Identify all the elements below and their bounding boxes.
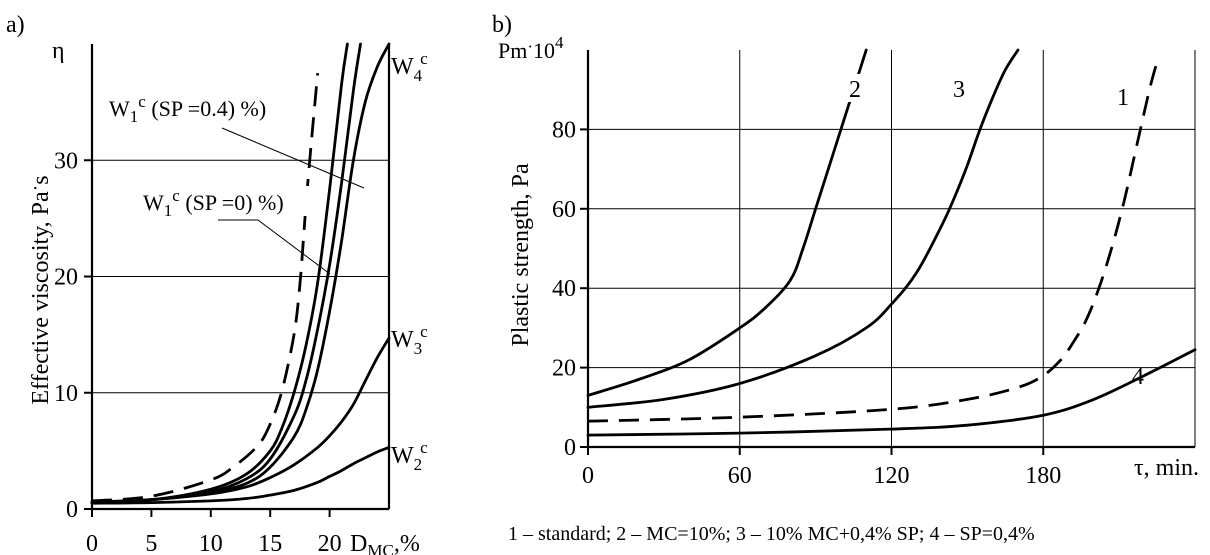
panel-a-x-tick-label: 10 — [199, 531, 223, 555]
series-label-1: 1 — [1117, 85, 1129, 111]
panel-a-viscosity-chart: a) η Effective viscosity, Pa·s 0 10 20 30 0 5… — [6, 12, 428, 555]
panel-b-x-tick-label: 180 — [1025, 463, 1061, 489]
series-label-4: 4 — [1132, 364, 1144, 390]
label-w2: W2c — [391, 438, 428, 474]
panel-a-x-tick-label: 20 — [318, 531, 342, 555]
annotation-w1-sp04: W1c (SP =0.4) %) — [106, 92, 365, 189]
panel-a-label: a) — [6, 12, 25, 38]
panel-a-x-axis-label: DMC,% — [350, 531, 420, 555]
panel-b-series-line-4 — [586, 348, 1197, 437]
annotation-w1-sp0-text: W1c (SP =0) %) — [143, 186, 284, 220]
panel-b-ticks: 0 20 40 60 80 0 60 120 180 — [552, 117, 1061, 489]
panel-b-x-tick-label: 60 — [728, 463, 752, 489]
panel-b-y-tick-label: 20 — [552, 356, 576, 382]
panel-b-grid — [588, 50, 1196, 447]
panel-a-y-tick-label: 0 — [66, 497, 78, 523]
panel-b-y-tick-label: 80 — [552, 117, 576, 143]
annotation-w1-sp0-bg — [140, 186, 318, 216]
panel-b-x-tick-label: 120 — [874, 463, 910, 489]
label-w3: W3c — [391, 322, 428, 358]
annotation-w1-sp04-text: W1c (SP =0.4) %) — [109, 92, 266, 126]
panel-a-y-tick-label: 20 — [54, 265, 78, 291]
panel-b-legend: 1 – standard; 2 – MC=10%; 3 – 10% MC+0,4… — [508, 523, 1035, 545]
panel-a-y-tick-label: 30 — [54, 148, 78, 174]
panel-b-x-tick-label: 0 — [582, 463, 594, 489]
panel-b-series-line-3 — [586, 48, 1020, 409]
annotation-w1-sp04-bg — [106, 92, 298, 122]
panel-b-x-label-bg — [1128, 453, 1192, 481]
panel-a-ticks: 0 10 20 30 0 5 10 15 20 — [54, 148, 342, 555]
panel-b-series-line-1 — [587, 61, 1159, 423]
panel-b-series-line-2 — [586, 48, 868, 397]
panel-b-label: b) — [492, 12, 512, 38]
panel-a-series-line — [90, 42, 362, 504]
panel-a-y-symbol: η — [52, 38, 65, 64]
series-label-2: 2 — [849, 77, 861, 103]
panel-a-x-tick-label: 15 — [258, 531, 282, 555]
panel-b-y-tick-label: 60 — [552, 197, 576, 223]
panel-a-grid — [92, 159, 389, 394]
panel-b-y-tick-label: 0 — [564, 435, 576, 461]
panel-b-x-axis-label: τ, min. — [1134, 455, 1199, 481]
annotation-w1-sp04-leader — [221, 127, 365, 189]
panel-a-series-line — [90, 446, 391, 505]
panel-b-plastic-strength-chart: b) Pm·104 Plastic strength, Pa 020406080… — [492, 12, 1199, 545]
series-label-2-bg — [846, 74, 866, 102]
panel-b-y-tick-label: 40 — [552, 276, 576, 302]
panel-a-y-tick-label: 10 — [54, 381, 78, 407]
panel-a-x-tick-label: 0 — [86, 531, 98, 555]
series-label-3: 3 — [953, 77, 965, 103]
panel-b-y-axis-label: Plastic strength, Pa — [508, 163, 534, 347]
label-w4: W4c — [391, 49, 428, 85]
panel-a-x-tick-label: 5 — [145, 531, 157, 555]
panel-a-y-axis-label: Effective viscosity, Pa·s — [25, 175, 54, 404]
annotation-w1-sp0-leader — [218, 219, 331, 275]
panel-a-series-line — [90, 42, 391, 504]
panel-b-series — [586, 48, 1197, 437]
panel-a-series-line — [90, 336, 391, 504]
panel-b-y-symbol: Pm·104 — [498, 33, 564, 63]
panel-a-series-line — [90, 42, 349, 504]
panel-a-series — [90, 42, 391, 505]
annotation-w1-sp0: W1c (SP =0) %) — [140, 186, 331, 275]
